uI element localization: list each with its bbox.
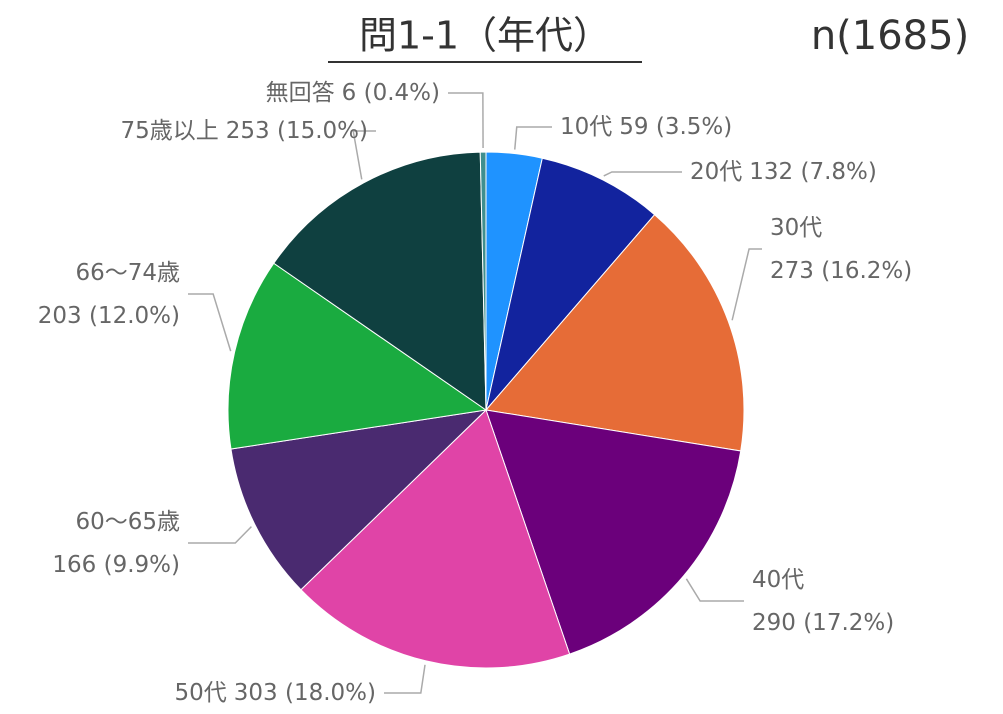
label-category: 75歳以上: [120, 118, 218, 144]
sample-size: n(1685): [811, 13, 969, 59]
leader-line: [731, 248, 762, 321]
data-label: 60～65歳 166 (9.9%): [52, 509, 180, 578]
data-label: 30代 273 (16.2%): [770, 215, 912, 284]
label-category: 10代: [560, 114, 612, 140]
label-value: 253 (15.0%): [226, 118, 368, 144]
label-value: 166 (9.9%): [52, 552, 180, 578]
pie-slice: [300, 409, 571, 669]
pie-slice: [273, 151, 487, 411]
label-category: 30代: [770, 215, 822, 241]
label-category: 50代: [174, 680, 226, 706]
label-value: 273 (16.2%): [770, 258, 912, 284]
label-category: 60～65歳: [75, 509, 180, 535]
data-label: 無回答 6 (0.4%): [266, 80, 440, 106]
data-label: 20代 132 (7.8%): [690, 159, 877, 185]
pie-slice: [230, 409, 488, 591]
leader-line: [514, 126, 552, 150]
pie-slice: [227, 262, 488, 450]
leader-line: [448, 92, 484, 149]
label-category: 20代: [690, 159, 742, 185]
data-label: 40代 290 (17.2%): [752, 567, 894, 636]
label-category: 無回答: [266, 80, 335, 106]
label-value: 303 (18.0%): [234, 680, 376, 706]
label-category: 40代: [752, 567, 804, 593]
label-value: 203 (12.0%): [38, 303, 180, 329]
pie-slice: [485, 214, 745, 452]
label-value: 132 (7.8%): [749, 159, 877, 185]
label-value: 290 (17.2%): [752, 610, 894, 636]
data-label: 66～74歳 203 (12.0%): [38, 260, 180, 329]
chart-title: 問1-1（年代）: [359, 14, 611, 58]
leader-line: [685, 578, 744, 602]
leader-line: [384, 664, 426, 694]
data-label: 75歳以上 253 (15.0%): [120, 118, 368, 144]
data-label: 10代 59 (3.5%): [560, 114, 732, 140]
leader-line: [188, 526, 252, 544]
label-value: 6 (0.4%): [342, 80, 440, 106]
pie-slice: [485, 157, 656, 411]
label-category: 66～74歳: [75, 260, 180, 286]
leader-line: [603, 171, 682, 177]
data-label: 50代 303 (18.0%): [174, 680, 376, 706]
pie-slice: [479, 151, 487, 411]
label-value: 59 (3.5%): [619, 114, 732, 140]
pie-slice: [485, 409, 742, 655]
leader-line: [188, 293, 232, 352]
leader-line: [352, 130, 376, 180]
